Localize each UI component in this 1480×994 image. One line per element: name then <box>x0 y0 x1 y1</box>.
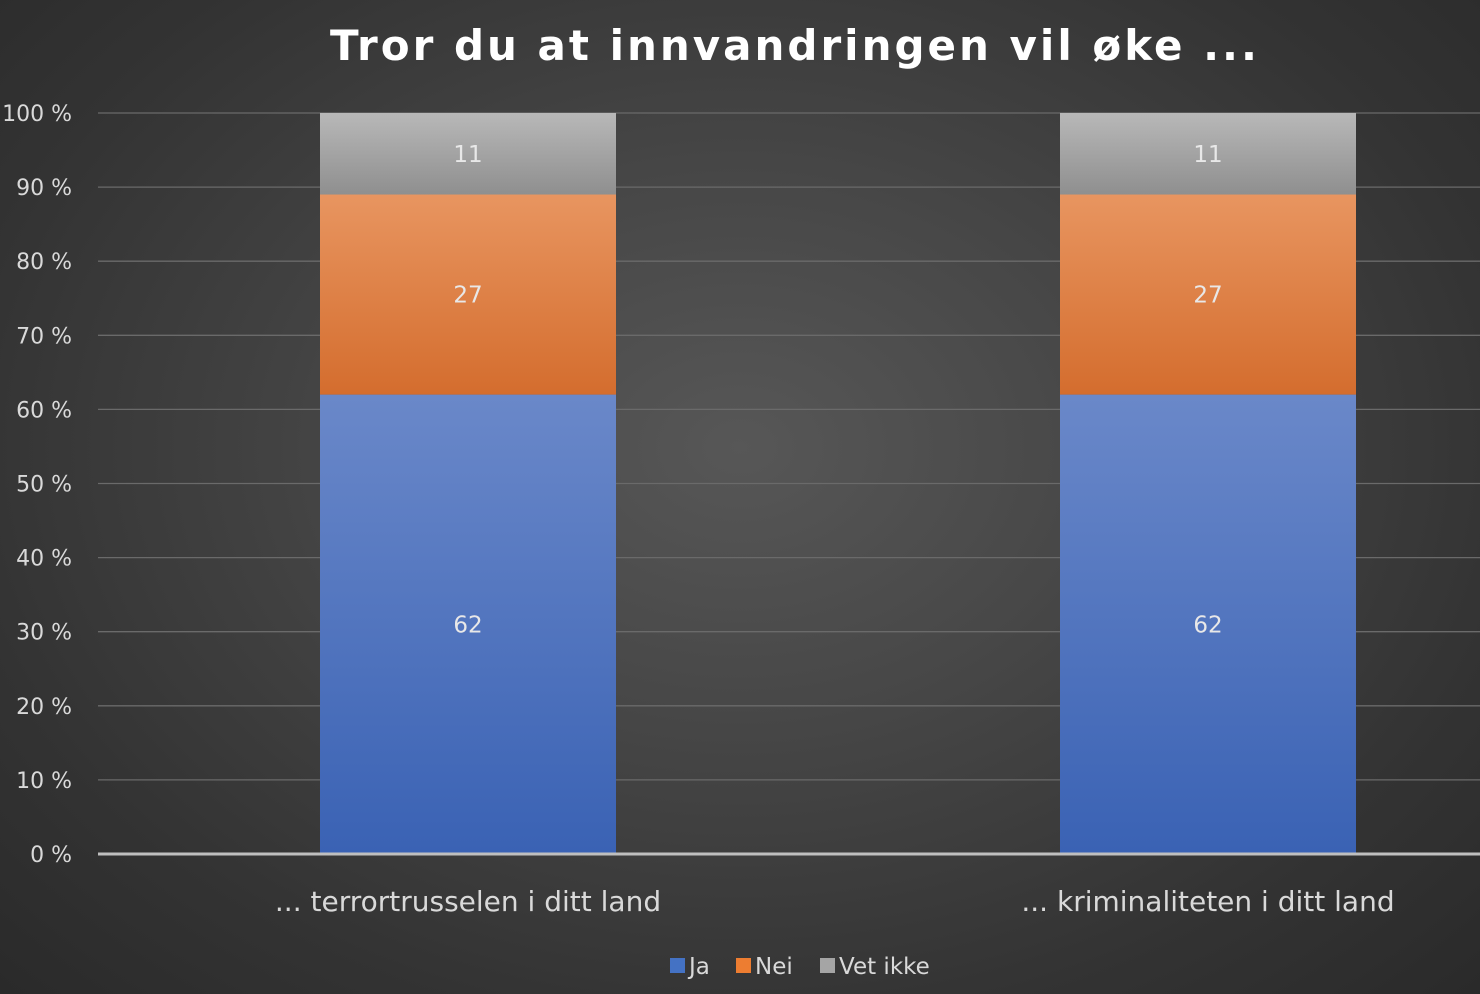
data-label: 11 <box>453 142 482 168</box>
legend-label: Nei <box>755 954 793 980</box>
y-tick-label: 80 % <box>16 250 72 275</box>
y-tick-label: 0 % <box>30 843 72 868</box>
y-tick-label: 100 % <box>2 102 72 127</box>
legend-item-ja: Ja <box>670 954 710 980</box>
data-label: 62 <box>1193 612 1222 638</box>
legend-label: Vet ikke <box>839 954 930 980</box>
data-label: 11 <box>1193 142 1222 168</box>
y-tick-label: 30 % <box>16 621 72 646</box>
legend-item-nei: Nei <box>736 954 793 980</box>
data-label: 27 <box>1193 283 1222 309</box>
y-tick-label: 20 % <box>16 695 72 720</box>
legend-swatch <box>670 958 685 973</box>
y-tick-label: 70 % <box>16 324 72 349</box>
bar-segment-ja <box>320 394 616 854</box>
y-axis-ticks: 0 % 10 % 20 % 30 % 40 % 50 % 60 % 70 % 80 % 90 % 1… <box>2 102 72 868</box>
x-tick-label: ... terrortrusselen i ditt land <box>275 885 661 918</box>
bars <box>320 113 1356 854</box>
chart-title: Tror du at innvandringen vil øke ... <box>330 21 1260 70</box>
bar-segment-vet-ikke <box>1060 113 1356 195</box>
y-tick-label: 50 % <box>16 473 72 498</box>
bar-segment-nei <box>1060 194 1356 395</box>
x-tick-label: ... kriminaliteten i ditt land <box>1021 885 1394 918</box>
legend-swatch <box>736 958 751 973</box>
legend-swatch <box>820 958 835 973</box>
y-tick-label: 60 % <box>16 398 72 423</box>
data-label: 62 <box>453 612 482 638</box>
legend: Ja Nei Vet ikke <box>670 954 930 980</box>
data-label: 27 <box>453 283 482 309</box>
y-tick-label: 90 % <box>16 176 72 201</box>
y-tick-label: 40 % <box>16 547 72 572</box>
legend-label: Ja <box>687 954 710 980</box>
legend-item-vet-ikke: Vet ikke <box>820 954 930 980</box>
bar-segment-ja <box>1060 394 1356 854</box>
y-tick-label: 10 % <box>16 769 72 794</box>
data-labels: 62 27 11 62 27 11 <box>453 142 1222 639</box>
bar-segment-nei <box>320 194 616 395</box>
x-axis-ticks: ... terrortrusselen i ditt land ... krimi… <box>275 885 1395 918</box>
bar-segment-vet-ikke <box>320 113 616 195</box>
